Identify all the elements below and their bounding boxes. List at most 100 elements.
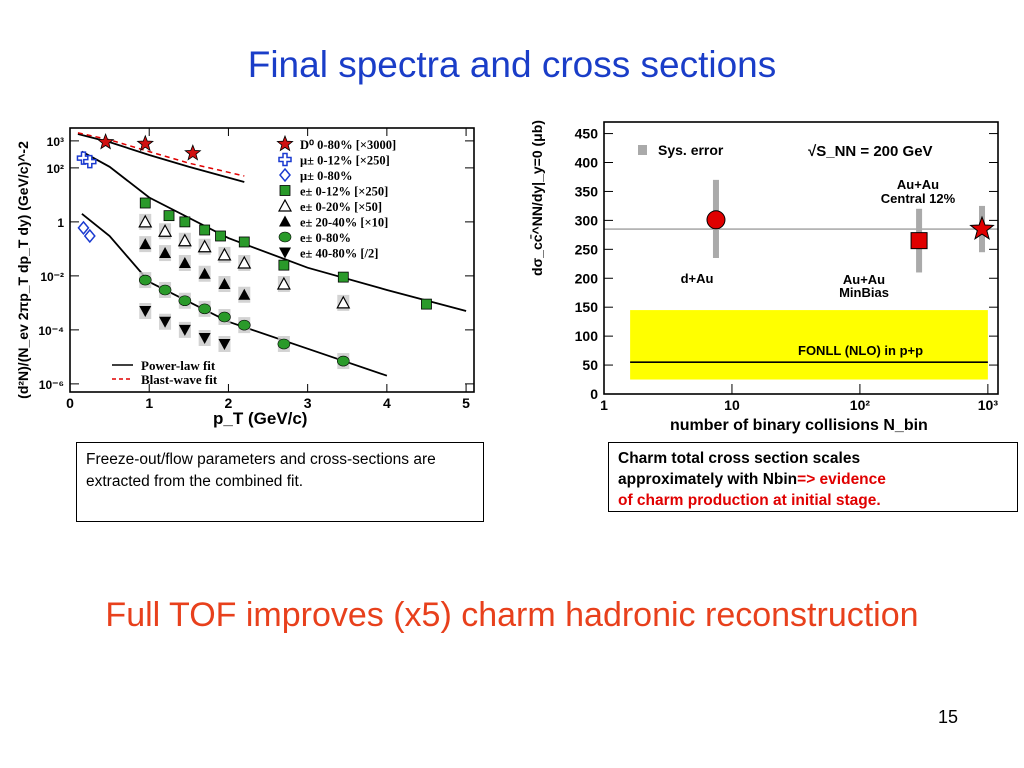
energy-label: √S_NN = 200 GeV xyxy=(808,143,933,160)
data-point xyxy=(218,338,231,350)
right-y-tick-label: 350 xyxy=(575,183,599,199)
right-x-tick-label: 10 xyxy=(724,397,740,413)
right-x-tick-label: 1 xyxy=(600,397,608,413)
data-point xyxy=(198,303,211,315)
right-plot-y-label: dσ_cc̄^NN/dy|_y=0 (μb) xyxy=(530,120,545,276)
data-point xyxy=(158,223,173,237)
right-caption-box: Charm total cross section scales approxi… xyxy=(608,442,1018,512)
left-y-tick-label: 1 xyxy=(57,216,64,230)
legend-label: e± 40-80% [/2] xyxy=(300,247,378,261)
left-x-tick-label: 5 xyxy=(462,395,470,411)
data-point xyxy=(218,278,231,290)
left-y-tick-label: 10³ xyxy=(47,135,64,149)
right-y-tick-label: 0 xyxy=(590,386,598,402)
data-point xyxy=(198,333,211,345)
bottom-statement: Full TOF improves (x5) charm hadronic re… xyxy=(105,596,919,634)
data-point xyxy=(237,255,252,269)
legend-label: D⁰ 0-80% [×3000] xyxy=(300,138,396,152)
data-point xyxy=(163,210,175,222)
data-point xyxy=(184,144,202,161)
right-y-tick-label: 150 xyxy=(575,299,599,315)
data-point xyxy=(158,284,172,296)
pt-spectra-chart: 10³ 10² 1 10⁻² 10⁻⁴ 10⁻⁶ 0 1 2 3 4 5 D⁰ 0-80% [×30… xyxy=(8,118,478,436)
auau-minbias-label-2: MinBias xyxy=(839,285,889,300)
right-plot-x-label: number of binary collisions N_bin xyxy=(670,417,928,434)
right-caption-line-3: of charm production at initial stage. xyxy=(618,492,881,509)
data-point xyxy=(159,316,172,328)
data-point xyxy=(77,220,90,236)
data-point xyxy=(139,197,151,209)
legend-label: e± 0-20% [×50] xyxy=(300,200,382,214)
data-point xyxy=(238,288,251,300)
data-point xyxy=(277,338,291,350)
right-plot-y-tick-labels: 0 50 100 150 200 250 300 350 400 450 xyxy=(575,126,599,402)
legend-label: μ± 0-80% xyxy=(300,169,352,183)
data-point xyxy=(83,154,97,169)
left-plot-data-points xyxy=(76,132,432,370)
legend-marker xyxy=(276,134,294,152)
data-point xyxy=(238,236,250,248)
data-point xyxy=(177,233,192,247)
left-y-tick-label: 10⁻² xyxy=(40,270,64,284)
legend-marker xyxy=(279,247,291,259)
data-point xyxy=(421,298,432,310)
left-caption-text: Freeze-out/flow parameters and cross-sec… xyxy=(86,451,436,490)
auau-minbias-label-1: Au+Au xyxy=(843,272,885,287)
fit-legend-label: Blast-wave fit xyxy=(141,372,218,387)
left-plot-ticks xyxy=(69,128,474,392)
left-plot-frame xyxy=(69,127,475,393)
left-x-tick-label: 3 xyxy=(304,395,312,411)
legend-marker xyxy=(278,231,292,243)
data-point xyxy=(198,267,211,279)
legend-marker xyxy=(279,185,291,196)
data-point xyxy=(138,274,152,286)
data-point xyxy=(217,247,232,261)
left-x-tick-label: 0 xyxy=(66,395,74,411)
sys-error-legend-swatch xyxy=(638,145,647,155)
data-point xyxy=(136,134,154,152)
legend-label: e± 20-40% [×10] xyxy=(300,216,388,230)
right-caption-line-2-black: approximately with Nbin xyxy=(618,471,798,488)
data-point xyxy=(237,319,251,331)
sys-error-label: Sys. error xyxy=(658,142,724,158)
left-plot-legend: D⁰ 0-80% [×3000] μ± 0-12% [×250]μ± 0-80% e… xyxy=(276,134,396,261)
legend-marker xyxy=(279,167,291,183)
left-y-tick-label: 10⁻⁴ xyxy=(38,324,64,338)
left-caption-box: Freeze-out/flow parameters and cross-sec… xyxy=(76,442,484,522)
data-point xyxy=(215,230,226,242)
right-caption-line-1: Charm total cross section scales xyxy=(618,450,861,467)
legend-marker xyxy=(279,215,291,227)
data-point xyxy=(159,247,172,259)
left-x-tick-label: 2 xyxy=(225,395,233,411)
data-point xyxy=(197,239,212,253)
right-x-tick-label: 10³ xyxy=(978,397,999,413)
data-point xyxy=(218,311,231,323)
auau-central-label-2: Central 12% xyxy=(881,191,956,206)
data-point xyxy=(179,216,191,228)
page-number: 15 xyxy=(938,707,959,727)
data-point xyxy=(336,355,350,367)
data-point xyxy=(139,306,152,318)
right-plot-x-tick-labels: 1 10 10² 10³ xyxy=(600,397,998,413)
legend-label: μ± 0-12% [×250] xyxy=(300,154,390,168)
data-point xyxy=(706,210,726,230)
right-y-tick-label: 450 xyxy=(575,126,599,142)
right-y-tick-label: 250 xyxy=(575,241,599,257)
right-caption-line-2: approximately with Nbin=> evidence xyxy=(618,469,1008,490)
right-y-tick-label: 100 xyxy=(575,328,599,344)
legend-marker xyxy=(278,152,292,167)
right-plot-ticks xyxy=(603,133,998,395)
data-point xyxy=(178,256,191,268)
right-plot-data-points xyxy=(706,179,995,273)
data-point xyxy=(278,259,290,271)
legend-label: e± 0-12% [×250] xyxy=(300,185,388,199)
blast-wave-fit-line xyxy=(77,132,245,177)
left-plot-y-label: (d²N)/(N_ev 2πp_T dp_T dy) (GeV/c)^-2 xyxy=(15,141,31,399)
data-point xyxy=(199,224,211,236)
power-law-fit-line xyxy=(81,150,467,312)
right-plot-frame xyxy=(603,121,999,395)
data-point xyxy=(969,215,995,240)
fonll-band xyxy=(630,310,988,380)
fit-legend-label: Power-law fit xyxy=(141,358,216,373)
